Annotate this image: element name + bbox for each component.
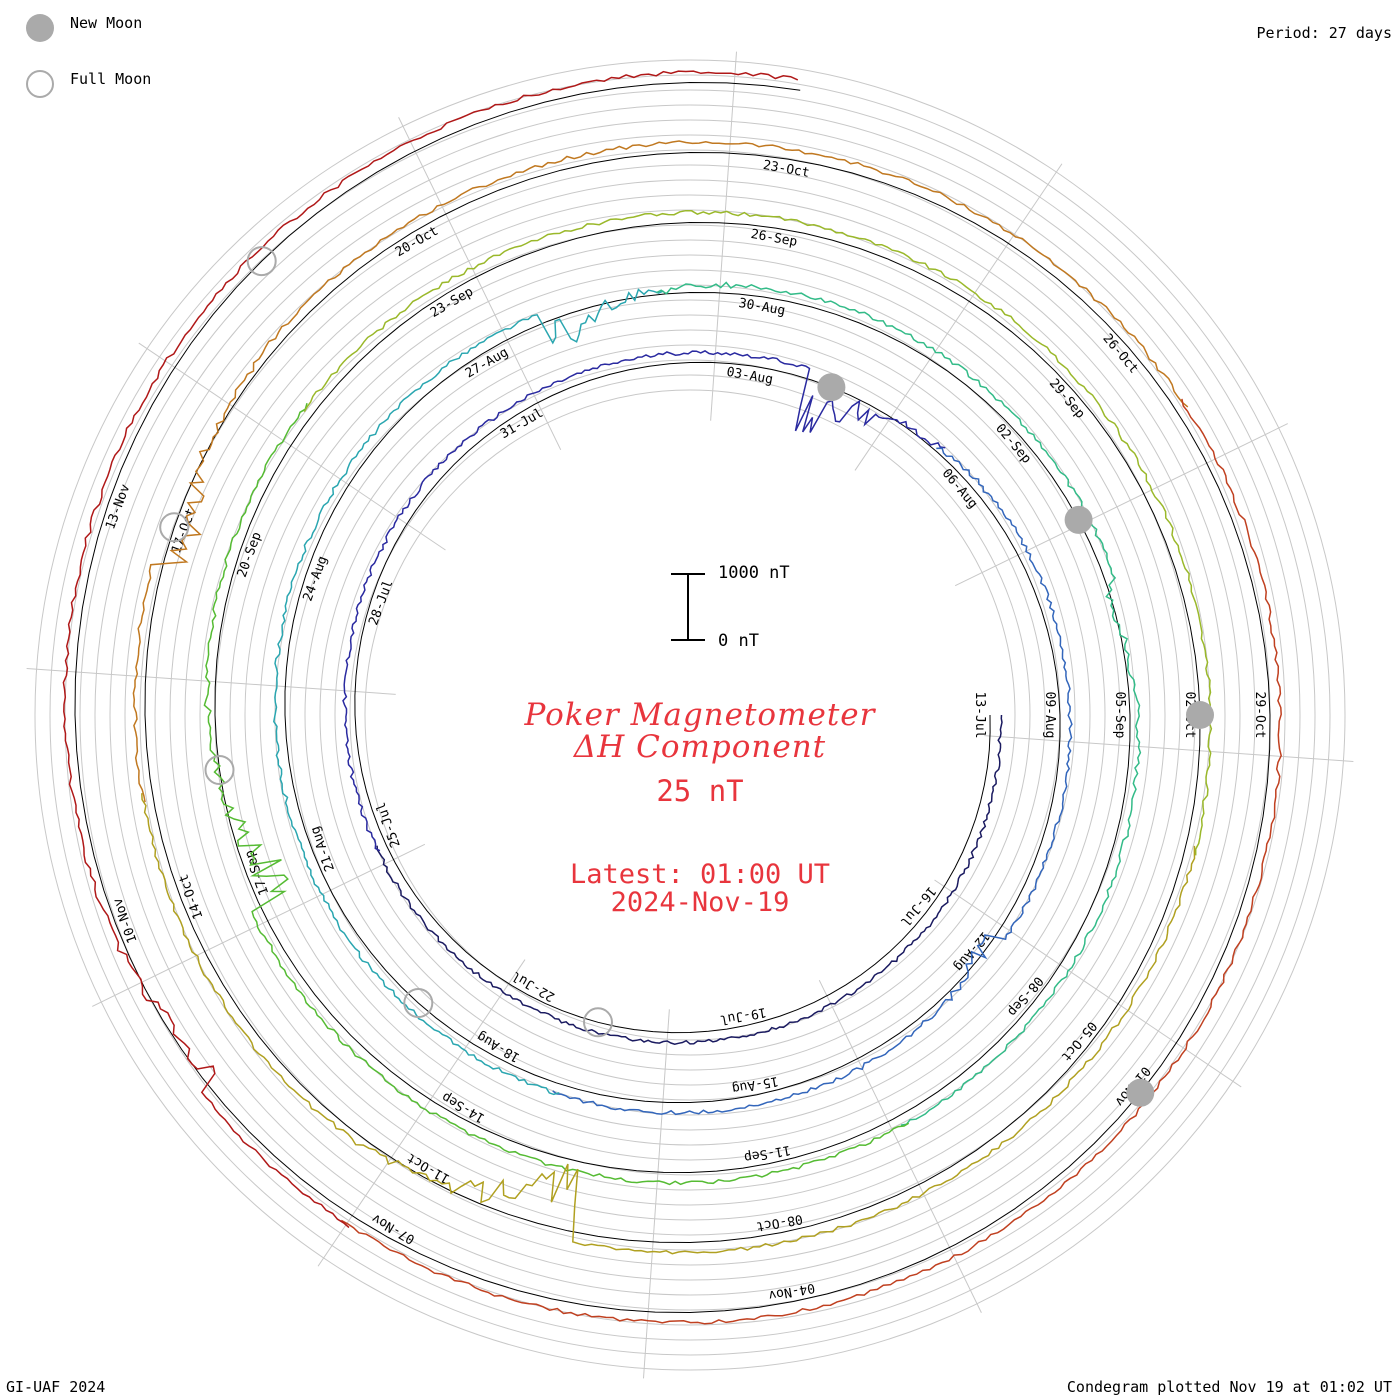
grid-circle xyxy=(79,104,1301,1326)
radial-spoke xyxy=(954,423,1288,587)
scale-top-label: 1000 nT xyxy=(718,563,790,583)
scale-bottom-label: 0 nT xyxy=(718,631,759,651)
baseline-spiral xyxy=(74,81,1271,1314)
date-label: 11-Sep xyxy=(743,1142,792,1165)
trace-segment xyxy=(342,350,946,852)
radial-spoke xyxy=(934,879,1242,1088)
date-label: 27-Aug xyxy=(463,345,511,381)
full-moon-legend-label: Full Moon xyxy=(70,70,152,88)
full-moon-marker xyxy=(204,755,235,785)
date-label: 18-Aug xyxy=(474,1028,522,1064)
radial-spoke xyxy=(26,667,396,695)
radial-spoke xyxy=(710,51,738,421)
new-moon-legend-label: New Moon xyxy=(70,14,143,32)
trace-segment xyxy=(376,714,1003,1045)
date-label: 29-Oct xyxy=(1252,692,1267,739)
grid-circle xyxy=(229,254,1151,1176)
full-moon-legend-swatch xyxy=(26,70,54,98)
grid-circle xyxy=(364,389,1016,1041)
full-moon-marker xyxy=(246,246,277,277)
trace-segment xyxy=(552,447,1073,1116)
footer-credit: GI-UAF 2024 xyxy=(6,1378,106,1396)
grid-circle xyxy=(94,119,1286,1311)
trace-segment xyxy=(656,281,1142,1126)
date-label: 11-Oct xyxy=(404,1150,452,1186)
period-label: Period: 27 days xyxy=(1256,24,1392,42)
date-label: 08-Oct xyxy=(755,1211,804,1234)
radial-spoke xyxy=(984,735,1354,763)
moon-markers xyxy=(159,246,1214,1107)
scale-bar xyxy=(671,573,705,641)
date-label: 05-Sep xyxy=(1112,692,1127,739)
trace-segment xyxy=(141,793,1196,1255)
date-label: 06-Aug xyxy=(939,466,981,512)
date-label: 15-Aug xyxy=(731,1073,780,1096)
radial-spoke xyxy=(138,342,446,551)
full-moon-marker xyxy=(403,988,434,1018)
date-label: 19-Jul xyxy=(719,1004,768,1027)
trace-segment xyxy=(273,288,664,1096)
radial-spokes xyxy=(26,51,1354,1379)
full-moon-marker xyxy=(583,1007,613,1038)
latest-time-label: Latest: 01:00 UT xyxy=(569,859,831,890)
new-moon-marker xyxy=(817,373,846,402)
radial-spoke xyxy=(317,959,526,1267)
latest-date-label: 2024-Nov-19 xyxy=(610,887,790,918)
grid-circle xyxy=(244,269,1136,1161)
grid-circle xyxy=(334,359,1046,1071)
chart-title: Poker Magnetometer xyxy=(524,697,876,733)
footer-plotted: Condegram plotted Nov 19 at 01:02 UT xyxy=(1066,1378,1392,1396)
radial-spoke xyxy=(818,979,982,1313)
trace-segment xyxy=(303,209,1213,856)
new-moon-marker xyxy=(1186,701,1214,729)
radial-spoke xyxy=(92,843,426,1007)
grid-circle xyxy=(139,164,1241,1266)
trace-segment xyxy=(203,402,910,1186)
date-label: 04-Nov xyxy=(767,1280,816,1303)
grid-circle xyxy=(304,329,1076,1101)
date-label: 09-Aug xyxy=(1042,692,1057,739)
date-label: 13-Jul xyxy=(972,692,987,739)
new-moon-marker xyxy=(1064,505,1093,534)
trace-segment xyxy=(62,70,799,1229)
trace-segment xyxy=(340,398,1282,1325)
scale-unit-label: 25 nT xyxy=(656,774,744,808)
new-moon-legend-swatch xyxy=(26,14,54,42)
magnetometer-traces xyxy=(62,70,1282,1325)
radial-spoke xyxy=(642,1009,670,1379)
chart-subtitle: ΔH Component xyxy=(573,729,827,765)
grid-circle xyxy=(34,59,1346,1371)
grid-circle xyxy=(124,149,1256,1281)
full-moon-marker xyxy=(159,512,190,543)
radial-spoke xyxy=(398,117,562,451)
grid-circle xyxy=(49,74,1331,1356)
grid-circle xyxy=(199,224,1181,1206)
rotation-baselines xyxy=(74,81,1271,1314)
grid-circle xyxy=(154,179,1226,1251)
grid-circle xyxy=(349,374,1031,1056)
trace-segment xyxy=(132,140,1189,803)
new-moon-marker xyxy=(1126,1078,1155,1107)
grid-circle xyxy=(289,314,1091,1116)
radial-spoke xyxy=(854,163,1063,471)
